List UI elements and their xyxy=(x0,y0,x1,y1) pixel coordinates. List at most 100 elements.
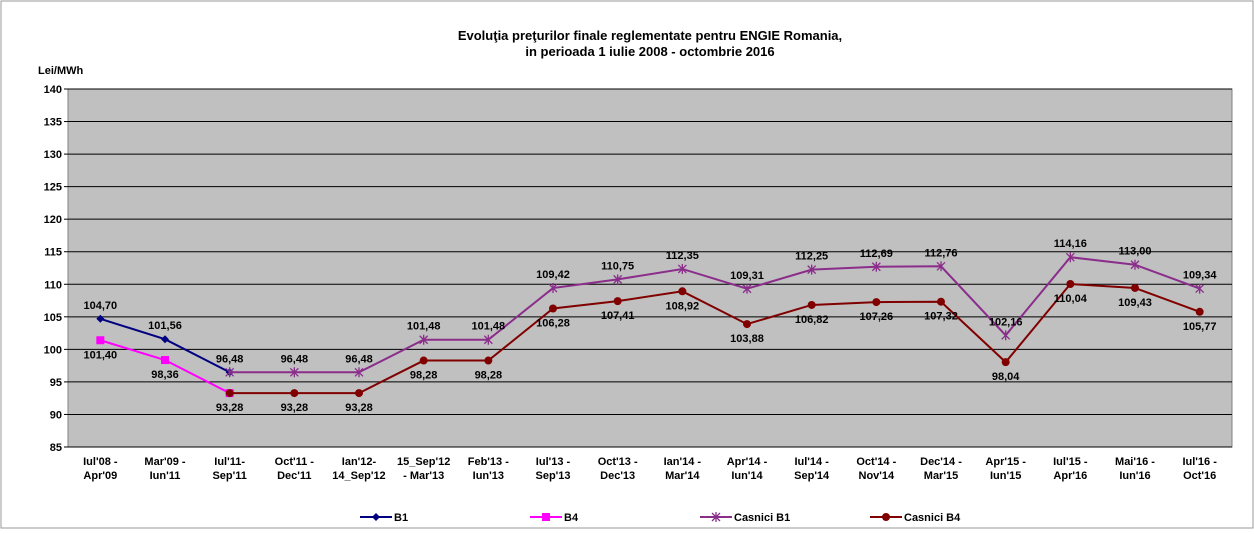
point xyxy=(1001,330,1011,341)
data-label: 108,92 xyxy=(666,300,700,312)
data-label: 96,48 xyxy=(345,353,373,365)
y-tick-label: 100 xyxy=(44,344,62,356)
data-label: 98,04 xyxy=(992,371,1020,383)
y-tick-label: 90 xyxy=(50,409,62,421)
data-label: 112,35 xyxy=(666,250,699,262)
point xyxy=(678,287,687,296)
data-label: 101,48 xyxy=(472,321,506,333)
point xyxy=(419,334,429,345)
data-label: 106,28 xyxy=(536,317,570,329)
point xyxy=(871,261,881,272)
data-label: 109,43 xyxy=(1118,297,1152,309)
legend-label: Casnici B1 xyxy=(734,512,790,524)
x-tick-label: Mar'09 -Iun'11 xyxy=(144,456,185,482)
data-label: 93,28 xyxy=(216,402,244,414)
x-tick-label: 15_Sep'12- Mar'13 xyxy=(397,456,450,482)
point xyxy=(225,389,234,398)
data-label: 112,76 xyxy=(924,247,957,259)
y-tick-label: 115 xyxy=(44,247,62,259)
x-tick-label: Feb'13 -Iun'13 xyxy=(468,456,509,482)
x-tick-label: Apr'14 -Iun'14 xyxy=(727,456,768,482)
y-tick-label: 105 xyxy=(44,312,62,324)
point xyxy=(225,367,235,378)
legend-label: Casnici B4 xyxy=(904,512,961,524)
y-tick-label: 95 xyxy=(50,377,62,389)
x-tick-label: Iul'15 -Apr'16 xyxy=(1053,456,1088,482)
chart-title: Evoluţia preţurilor finale reglementate … xyxy=(458,28,842,43)
data-label: 110,75 xyxy=(601,260,634,272)
point xyxy=(483,334,493,345)
point xyxy=(161,356,169,365)
data-label: 109,31 xyxy=(730,270,764,282)
data-label: 107,26 xyxy=(860,311,894,323)
point xyxy=(549,304,557,313)
data-label: 93,28 xyxy=(345,402,373,414)
point xyxy=(613,297,622,306)
y-tick-label: 110 xyxy=(44,279,62,291)
data-label: 93,28 xyxy=(281,402,309,414)
y-tick-label: 130 xyxy=(44,149,62,161)
x-tick-label: Mai'16 -Iun'16 xyxy=(1115,456,1155,482)
data-label: 104,70 xyxy=(84,300,118,312)
point xyxy=(1130,259,1140,270)
x-tick-label: Iul'11-Sep'11 xyxy=(212,456,246,482)
data-label: 107,41 xyxy=(601,310,635,322)
y-tick-label: 125 xyxy=(44,182,62,194)
series-line xyxy=(229,256,1201,374)
data-label: 96,48 xyxy=(216,353,244,365)
plot-area xyxy=(67,88,1233,448)
point xyxy=(872,298,881,307)
data-label: 101,48 xyxy=(407,321,441,333)
data-label: 107,32 xyxy=(924,311,958,323)
x-tick-label: Apr'15 -Iun'15 xyxy=(985,456,1026,482)
data-label: 102,16 xyxy=(989,316,1023,328)
data-label: 110,04 xyxy=(1054,293,1088,305)
data-label: 103,88 xyxy=(730,333,764,345)
legend-label: B4 xyxy=(564,512,579,524)
data-label: 106,82 xyxy=(795,314,829,326)
data-label: 105,77 xyxy=(1183,321,1217,333)
point xyxy=(742,283,752,294)
x-tick-label: Dec'14 -Mar'15 xyxy=(920,456,962,482)
x-tick-label: Oct'13 -Dec'13 xyxy=(598,456,638,482)
chart-subtitle: in perioada 1 iulie 2008 - octombrie 201… xyxy=(525,44,774,59)
point xyxy=(1131,283,1139,292)
point xyxy=(161,335,169,344)
point xyxy=(936,261,946,272)
data-label: 96,48 xyxy=(281,353,309,365)
point xyxy=(96,314,105,323)
data-label: 112,69 xyxy=(860,248,893,260)
point xyxy=(355,389,363,398)
point xyxy=(743,320,751,329)
point xyxy=(484,356,493,365)
data-label: 112,25 xyxy=(795,251,828,263)
point xyxy=(1066,280,1075,289)
point xyxy=(419,356,428,365)
point xyxy=(96,336,105,345)
point xyxy=(677,263,687,274)
point xyxy=(289,367,299,378)
point xyxy=(613,274,623,285)
y-axis-label: Lei/MWh xyxy=(38,65,83,77)
data-label: 98,36 xyxy=(151,369,179,381)
x-tick-label: Ian'14 -Mar'14 xyxy=(664,456,702,482)
legend-marker xyxy=(542,513,550,521)
series-line xyxy=(229,282,1201,395)
data-label: 109,34 xyxy=(1183,270,1218,282)
point xyxy=(1001,358,1010,367)
point xyxy=(807,264,817,275)
y-tick-label: 85 xyxy=(50,442,62,454)
x-tick-label: Iul'16 -Oct'16 xyxy=(1182,456,1217,482)
data-label: 98,28 xyxy=(410,370,438,382)
legend-marker xyxy=(711,512,721,522)
point xyxy=(354,367,364,378)
x-tick-label: Oct'11 -Dec'11 xyxy=(275,456,315,482)
point xyxy=(290,389,299,398)
point xyxy=(807,300,816,309)
legend-marker xyxy=(372,513,380,521)
point xyxy=(1065,252,1075,263)
data-label: 109,42 xyxy=(536,269,570,281)
y-tick-label: 120 xyxy=(44,214,62,226)
x-tick-label: Ian'12-14_Sep'12 xyxy=(332,456,385,482)
